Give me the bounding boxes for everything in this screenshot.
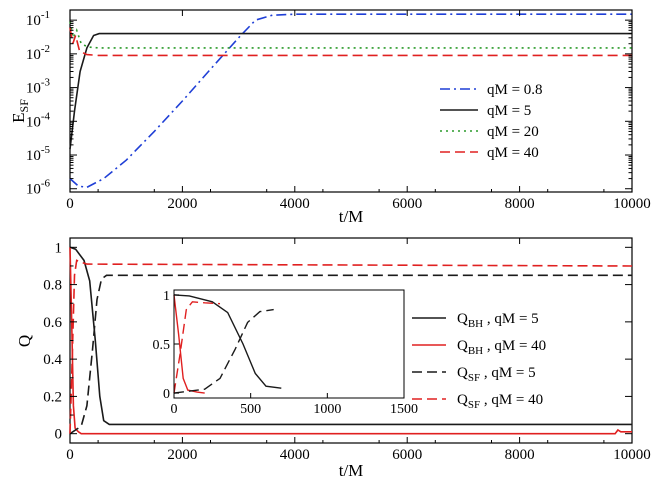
bottom-series-line-0 xyxy=(69,246,632,426)
top-plot-frame xyxy=(69,9,633,193)
bottom-legend: QBH , qM = 5 QBH , qM = 40 QSF , qM = 5 QSF… xyxy=(412,311,546,411)
bottom-panel-charge: 0 2000 4000 6000 8000 10000 00.20.40.60.81 t/… xyxy=(15,237,651,480)
top-x-ticks: 0 2000 4000 6000 8000 10000 xyxy=(66,10,651,212)
bottom-x-ticks: 0 2000 4000 6000 8000 10000 xyxy=(66,238,651,463)
bottom-x-tick-label: 6000 xyxy=(392,447,422,463)
inset-series-line-2 xyxy=(173,308,274,394)
top-y-tick-label: 10-3 xyxy=(26,77,51,97)
inset-x-tick-label: 1500 xyxy=(390,402,418,417)
inset-series-line-1 xyxy=(173,294,205,394)
inset-y-tick-label: 0 xyxy=(163,387,170,402)
top-y-tick-label: 10-5 xyxy=(26,144,51,164)
inset-x-tick-label: 1000 xyxy=(313,402,341,417)
top-y-axis-label: ESF xyxy=(9,99,31,123)
top-series-line-1 xyxy=(69,32,632,150)
bottom-x-axis-label: t/M xyxy=(339,461,364,480)
inset-x-ticks: 0 500 1000 1500 xyxy=(171,393,418,417)
top-legend-label: qM = 40 xyxy=(487,145,539,161)
inset-series-line-0 xyxy=(173,294,282,389)
bottom-x-tick-label: 2000 xyxy=(167,447,197,463)
top-series-line-0 xyxy=(69,13,632,189)
top-x-tick-label: 10000 xyxy=(613,196,651,212)
top-x-tick-label: 0 xyxy=(66,196,74,212)
top-x-tick-label: 2000 xyxy=(167,196,197,212)
top-panel-energy: 0 2000 4000 6000 8000 10000 10-110-210-310-41… xyxy=(9,9,651,226)
bottom-series-line-2 xyxy=(69,274,632,435)
bottom-series-line-3 xyxy=(69,259,633,434)
top-x-tick-label: 6000 xyxy=(392,196,422,212)
bottom-y-tick-label: 0.6 xyxy=(43,315,62,331)
top-series-line-3 xyxy=(69,27,632,57)
inset-x-tick-label: 500 xyxy=(240,402,261,417)
bottom-y-tick-label: 0.4 xyxy=(43,352,62,368)
top-legend-label: qM = 0.8 xyxy=(487,82,543,98)
inset-plot: 0 500 1000 1500 00.51 xyxy=(153,289,419,417)
top-series-line-2 xyxy=(69,21,632,49)
top-series-group xyxy=(69,13,632,189)
top-x-axis-label: t/M xyxy=(339,207,364,226)
bottom-legend-label: QBH , qM = 40 xyxy=(457,338,546,357)
top-y-ticks: 10-1 10-2 10-3 10-4 10-5 10-6 xyxy=(26,9,632,198)
bottom-y-tick-label: 0 xyxy=(55,427,63,443)
top-y-tick-label: 10-6 xyxy=(26,178,51,198)
top-legend-label: qM = 20 xyxy=(487,124,539,140)
top-y-tick-label: 10-1 xyxy=(26,9,50,29)
bottom-x-tick-label: 10000 xyxy=(613,447,651,463)
inset-y-ticks: 00.51 xyxy=(153,289,179,402)
top-y-tick-label: 10-4 xyxy=(26,110,51,130)
bottom-y-tick-label: 0.8 xyxy=(43,278,62,294)
top-legend-label: qM = 5 xyxy=(487,103,531,119)
bottom-legend-label: QSF , qM = 40 xyxy=(457,392,543,411)
top-x-tick-label: 8000 xyxy=(505,196,535,212)
top-y-tick-label: 10-2 xyxy=(26,43,50,63)
bottom-x-tick-label: 0 xyxy=(66,447,74,463)
inset-series-line-3 xyxy=(173,301,221,394)
inset-y-tick-label: 1 xyxy=(163,289,170,304)
bottom-y-ticks: 0 0.2 0.4 0.6 0.8 1 xyxy=(43,240,632,443)
top-x-tick-label: 4000 xyxy=(280,196,310,212)
inset-y-tick-label: 0.5 xyxy=(153,338,171,353)
bottom-y-tick-label: 1 xyxy=(55,240,63,256)
bottom-legend-label: QBH , qM = 5 xyxy=(457,311,539,330)
top-legend: qM = 0.8 qM = 5 qM = 20 qM = 40 xyxy=(440,82,543,161)
bottom-y-tick-label: 0.2 xyxy=(43,389,62,405)
bottom-y-axis-label: Q xyxy=(15,335,34,347)
bottom-x-tick-label: 8000 xyxy=(505,447,535,463)
inset-x-tick-label: 0 xyxy=(171,402,178,417)
inset-series-group xyxy=(173,294,282,394)
bottom-legend-label: QSF , qM = 5 xyxy=(457,365,536,384)
bottom-x-tick-label: 4000 xyxy=(280,447,310,463)
inset-background xyxy=(174,290,404,398)
